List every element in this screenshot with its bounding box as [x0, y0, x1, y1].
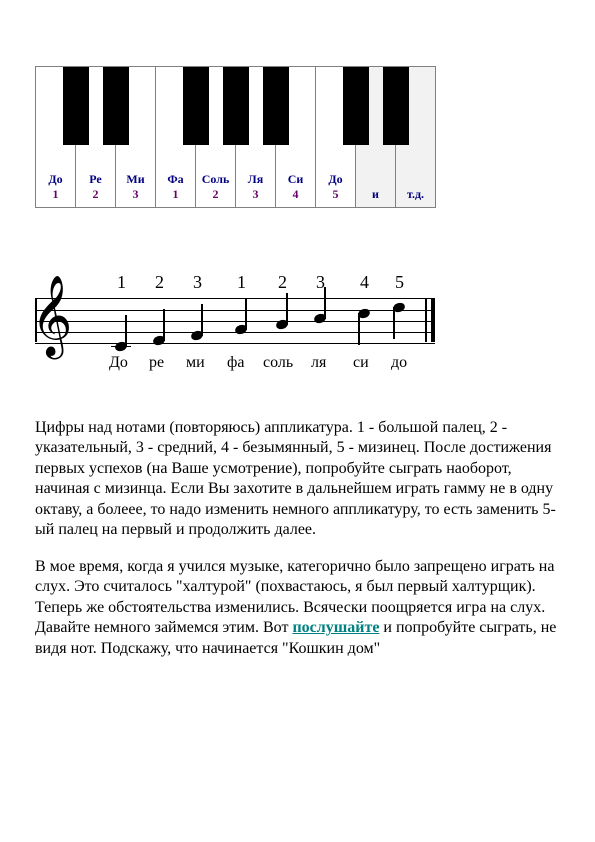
- key-label: Ми3: [116, 172, 155, 203]
- piano-keyboard: До1Ре2Ми3Фа1Соль2Ля3Си4До5ит.д.: [35, 66, 436, 208]
- key-label: т.д.: [396, 187, 435, 203]
- note-name-label: До: [109, 354, 128, 372]
- fingering-number: 1: [117, 272, 126, 293]
- note: [314, 314, 326, 323]
- note-name-label: до: [391, 354, 407, 372]
- staff-figure: 𝄞 12312345Доремифасольлясидо: [35, 268, 435, 388]
- key-finger-num: 1: [36, 187, 75, 203]
- black-key: [343, 67, 369, 145]
- key-note-label: Фа: [156, 172, 195, 188]
- key-finger-num: 2: [76, 187, 115, 203]
- note: [276, 320, 288, 329]
- key-label: До5: [316, 172, 355, 203]
- note-name-label: ми: [186, 354, 205, 372]
- fingering-number: 2: [155, 272, 164, 293]
- key-label: Си4: [276, 172, 315, 203]
- staff-lines: [35, 298, 435, 344]
- key-label: Соль2: [196, 172, 235, 203]
- note-stem: [125, 315, 127, 347]
- note-stem: [358, 313, 360, 345]
- barline: [431, 298, 435, 342]
- note-stem: [286, 293, 288, 325]
- key-finger-num: 1: [156, 187, 195, 203]
- key-finger-num: 3: [116, 187, 155, 203]
- note: [235, 325, 247, 334]
- note-stem: [245, 298, 247, 330]
- key-label: Ля3: [236, 172, 275, 203]
- note-name-label: си: [353, 354, 369, 372]
- key-note-label: Ля: [236, 172, 275, 188]
- note-stem: [393, 307, 395, 339]
- key-label: До1: [36, 172, 75, 203]
- key-note-label: Ре: [76, 172, 115, 188]
- key-label: и: [356, 187, 395, 203]
- ledger-line: [111, 346, 131, 347]
- fingering-number: 2: [278, 272, 287, 293]
- black-key: [63, 67, 89, 145]
- key-note-label: Соль: [196, 172, 235, 188]
- note-name-label: ре: [149, 354, 164, 372]
- fingering-number: 3: [193, 272, 202, 293]
- note: [358, 309, 370, 318]
- paragraph-1: Цифры над нотами (повторяюсь) аппликатур…: [35, 418, 560, 541]
- key-label: Фа1: [156, 172, 195, 203]
- listen-link[interactable]: послушайте: [292, 619, 379, 636]
- note: [393, 303, 405, 312]
- note-name-label: фа: [227, 354, 244, 372]
- treble-clef: 𝄞: [31, 282, 72, 352]
- fingering-number: 4: [360, 272, 369, 293]
- note-stem: [201, 304, 203, 336]
- piano-figure: До1Ре2Ми3Фа1Соль2Ля3Си4До5ит.д.: [35, 60, 435, 240]
- barline: [425, 298, 427, 342]
- black-key: [183, 67, 209, 145]
- key-finger-num: 2: [196, 187, 235, 203]
- key-note-label: До: [36, 172, 75, 188]
- black-key: [263, 67, 289, 145]
- key-note-label: и: [356, 187, 395, 203]
- note-stem: [324, 287, 326, 319]
- paragraph-2: В мое время, когда я учился музыке, кате…: [35, 557, 560, 659]
- key-note-label: Ми: [116, 172, 155, 188]
- note: [153, 336, 165, 345]
- note-name-label: соль: [263, 354, 293, 372]
- note-name-label: ля: [311, 354, 326, 372]
- key-finger-num: 3: [236, 187, 275, 203]
- barline: [35, 298, 37, 342]
- note: [191, 331, 203, 340]
- fingering-number: 5: [395, 272, 404, 293]
- note-stem: [163, 309, 165, 341]
- key-note-label: т.д.: [396, 187, 435, 203]
- black-key: [103, 67, 129, 145]
- black-key: [223, 67, 249, 145]
- note: [115, 342, 127, 351]
- key-note-label: Си: [276, 172, 315, 188]
- black-key: [383, 67, 409, 145]
- key-label: Ре2: [76, 172, 115, 203]
- key-finger-num: 5: [316, 187, 355, 203]
- fingering-number: 1: [237, 272, 246, 293]
- key-finger-num: 4: [276, 187, 315, 203]
- key-note-label: До: [316, 172, 355, 188]
